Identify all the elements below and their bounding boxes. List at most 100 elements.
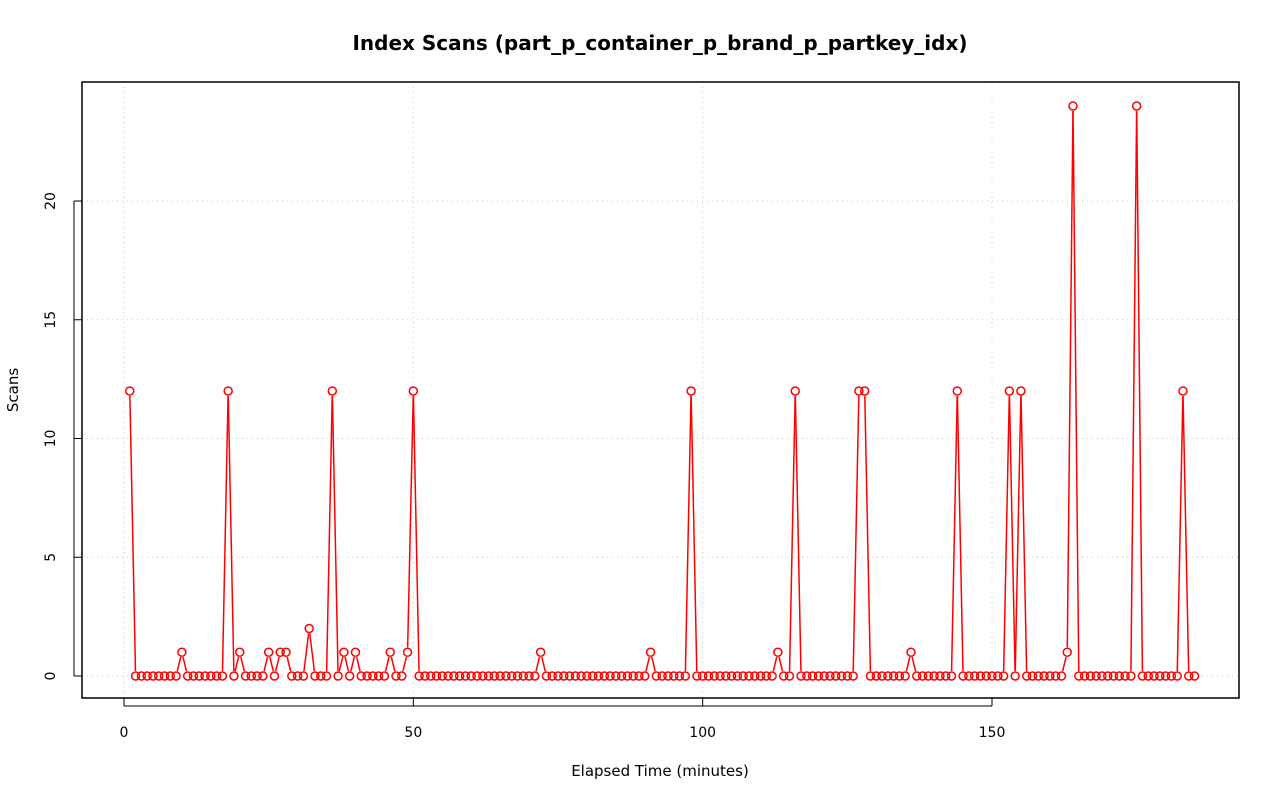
data-point [859, 386, 870, 396]
data-point [1114, 671, 1125, 681]
series-segment [263, 656, 269, 672]
data-point [125, 386, 135, 396]
data-point [813, 671, 824, 681]
data-point [287, 671, 297, 681]
y-tick-label: 0 [43, 672, 59, 681]
data-point [1079, 671, 1090, 681]
data-point [478, 671, 488, 681]
data-point [969, 671, 980, 681]
data-point [651, 671, 662, 681]
data-point [263, 647, 274, 657]
data-point [1068, 101, 1078, 111]
data-point [1039, 671, 1049, 681]
series-segment [350, 656, 356, 672]
data-point [292, 671, 303, 681]
data-point [408, 386, 419, 396]
data-point [819, 671, 829, 681]
data-point [587, 671, 598, 681]
y-tick-label: 20 [43, 192, 59, 210]
data-point [1021, 671, 1032, 681]
data-point [645, 647, 656, 657]
data-point [668, 671, 679, 681]
data-point [616, 671, 627, 681]
data-point [368, 671, 378, 681]
data-point [570, 671, 581, 681]
data-point [420, 671, 430, 681]
data-point [397, 671, 407, 681]
y-tick-label: 15 [43, 311, 59, 329]
data-point [958, 671, 968, 681]
data-point [1189, 671, 1200, 681]
data-point [715, 671, 725, 681]
data-point [1004, 386, 1015, 396]
data-point [825, 671, 835, 681]
series-segment [234, 656, 240, 672]
data-point [564, 671, 575, 681]
data-point [790, 386, 801, 396]
series-segment [788, 395, 796, 672]
data-point [356, 671, 367, 681]
data-point [923, 671, 934, 681]
data-point [506, 671, 517, 681]
data-point [333, 671, 343, 681]
data-point [912, 671, 922, 681]
series-segment [182, 656, 188, 672]
data-point [535, 647, 546, 657]
data-point [1010, 671, 1020, 681]
data-point [888, 671, 899, 681]
data-point [310, 671, 320, 681]
data-point [518, 671, 529, 681]
data-point [865, 671, 876, 681]
data-point [1108, 671, 1119, 681]
data-point [1097, 671, 1107, 681]
data-point [831, 671, 841, 681]
data-point [871, 671, 882, 681]
series-segment [541, 656, 546, 672]
data-point [1091, 671, 1101, 681]
data-point [709, 671, 719, 681]
data-point [582, 671, 592, 681]
series-segment [344, 656, 350, 672]
series-segment [1008, 395, 1016, 672]
data-point [495, 671, 505, 681]
data-point [460, 671, 471, 681]
data-point [339, 647, 349, 657]
data-point [362, 671, 372, 681]
data-point [738, 671, 748, 681]
data-point [501, 671, 511, 681]
data-point [622, 671, 633, 681]
series-segment [1002, 395, 1011, 672]
data-point [385, 647, 395, 657]
data-point [1137, 671, 1148, 681]
data-point [842, 671, 853, 681]
series-segment [325, 395, 333, 672]
data-point [153, 671, 164, 681]
data-point [1149, 671, 1159, 681]
data-point [443, 671, 453, 681]
data-point [1120, 671, 1130, 681]
data-point [315, 671, 326, 681]
data-point [344, 671, 355, 681]
data-point [1045, 671, 1055, 681]
series-segment [355, 656, 361, 672]
data-point [512, 671, 523, 681]
data-point [593, 671, 604, 681]
data-point [327, 386, 338, 396]
data-point [894, 671, 905, 681]
data-point [640, 671, 650, 681]
data-point [466, 671, 476, 681]
data-point [437, 671, 448, 681]
data-point [1172, 671, 1182, 681]
series-segment [1130, 110, 1138, 672]
data-point [767, 671, 777, 681]
data-point [454, 671, 465, 681]
data-point [721, 671, 731, 681]
data-point [1131, 101, 1142, 111]
data-point [807, 671, 818, 681]
data-point [431, 671, 442, 681]
series-segment [269, 656, 274, 672]
series-segment [274, 656, 280, 672]
series-segment [1066, 110, 1074, 648]
data-point [964, 671, 974, 681]
